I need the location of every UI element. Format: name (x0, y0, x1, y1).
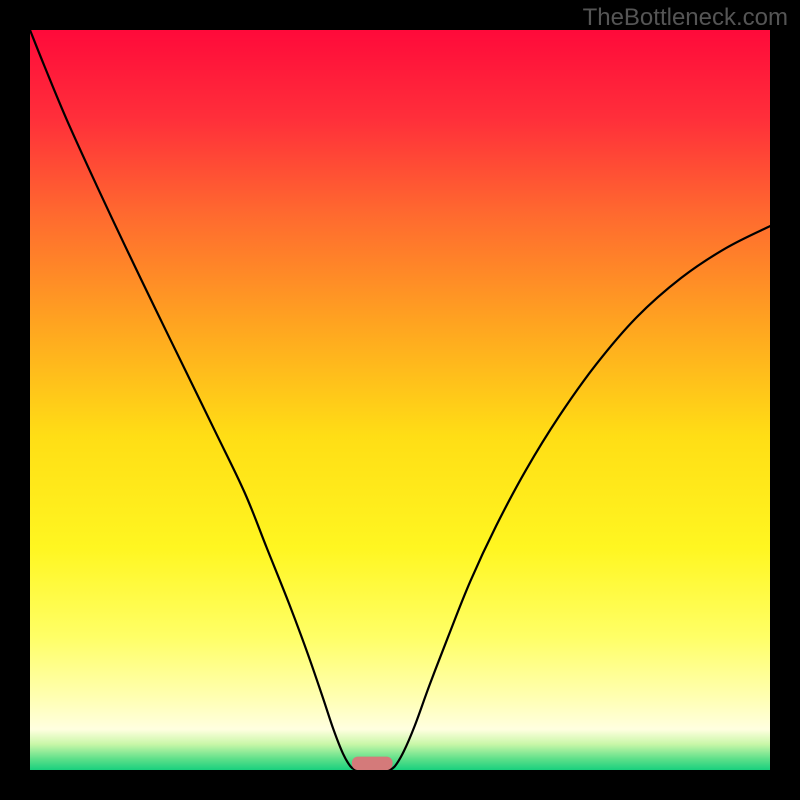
chart-plot-background (30, 30, 770, 770)
watermark-text: TheBottleneck.com (583, 4, 788, 32)
minimum-marker (352, 757, 393, 770)
bottleneck-chart (0, 0, 800, 800)
